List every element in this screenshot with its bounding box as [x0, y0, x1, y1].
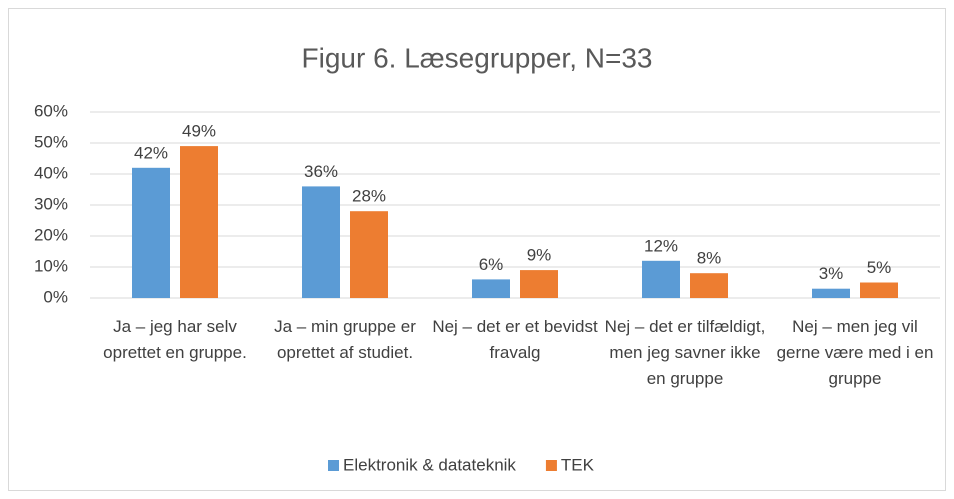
data-label: 28% — [352, 187, 386, 206]
x-tick-label: Nej – men jeg vil gerne være med i en gr… — [776, 317, 934, 388]
x-tick-label: Nej – det er et bevidst fravalg — [432, 317, 598, 362]
x-tick-label: Ja – jeg har selv oprettet en gruppe. — [103, 317, 247, 362]
bar — [132, 167, 170, 298]
bar — [860, 282, 898, 298]
x-tick-label: Nej – det er tilfældigt, men jeg savner … — [604, 317, 766, 388]
legend-label: TEK — [561, 455, 595, 474]
data-label: 12% — [644, 236, 678, 255]
bar — [350, 211, 388, 298]
data-label: 5% — [867, 258, 892, 277]
y-tick-label: 10% — [34, 256, 68, 275]
data-label: 36% — [304, 162, 338, 181]
bar — [812, 288, 850, 298]
data-label: 9% — [527, 246, 552, 265]
data-label: 3% — [819, 264, 844, 283]
bar — [180, 146, 218, 298]
y-tick-label: 30% — [34, 194, 68, 213]
data-label: 49% — [182, 122, 216, 141]
legend-label: Elektronik & datateknik — [343, 455, 516, 474]
data-label: 8% — [697, 249, 722, 268]
data-label: 6% — [479, 255, 504, 274]
legend-swatch — [328, 460, 339, 471]
data-label: 42% — [134, 143, 168, 162]
y-tick-label: 0% — [43, 287, 68, 306]
bar — [690, 273, 728, 298]
y-tick-label: 40% — [34, 163, 68, 182]
y-tick-label: 50% — [34, 132, 68, 151]
y-tick-label: 20% — [34, 225, 68, 244]
bar — [302, 186, 340, 298]
chart-title: Figur 6. Læsegrupper, N=33 — [302, 42, 653, 73]
y-tick-label: 60% — [34, 101, 68, 120]
x-tick-label: Ja – min gruppe er oprettet af studiet. — [274, 317, 416, 362]
legend-swatch — [545, 460, 557, 471]
bar — [520, 270, 558, 298]
bar — [642, 260, 680, 298]
bar — [472, 279, 510, 298]
